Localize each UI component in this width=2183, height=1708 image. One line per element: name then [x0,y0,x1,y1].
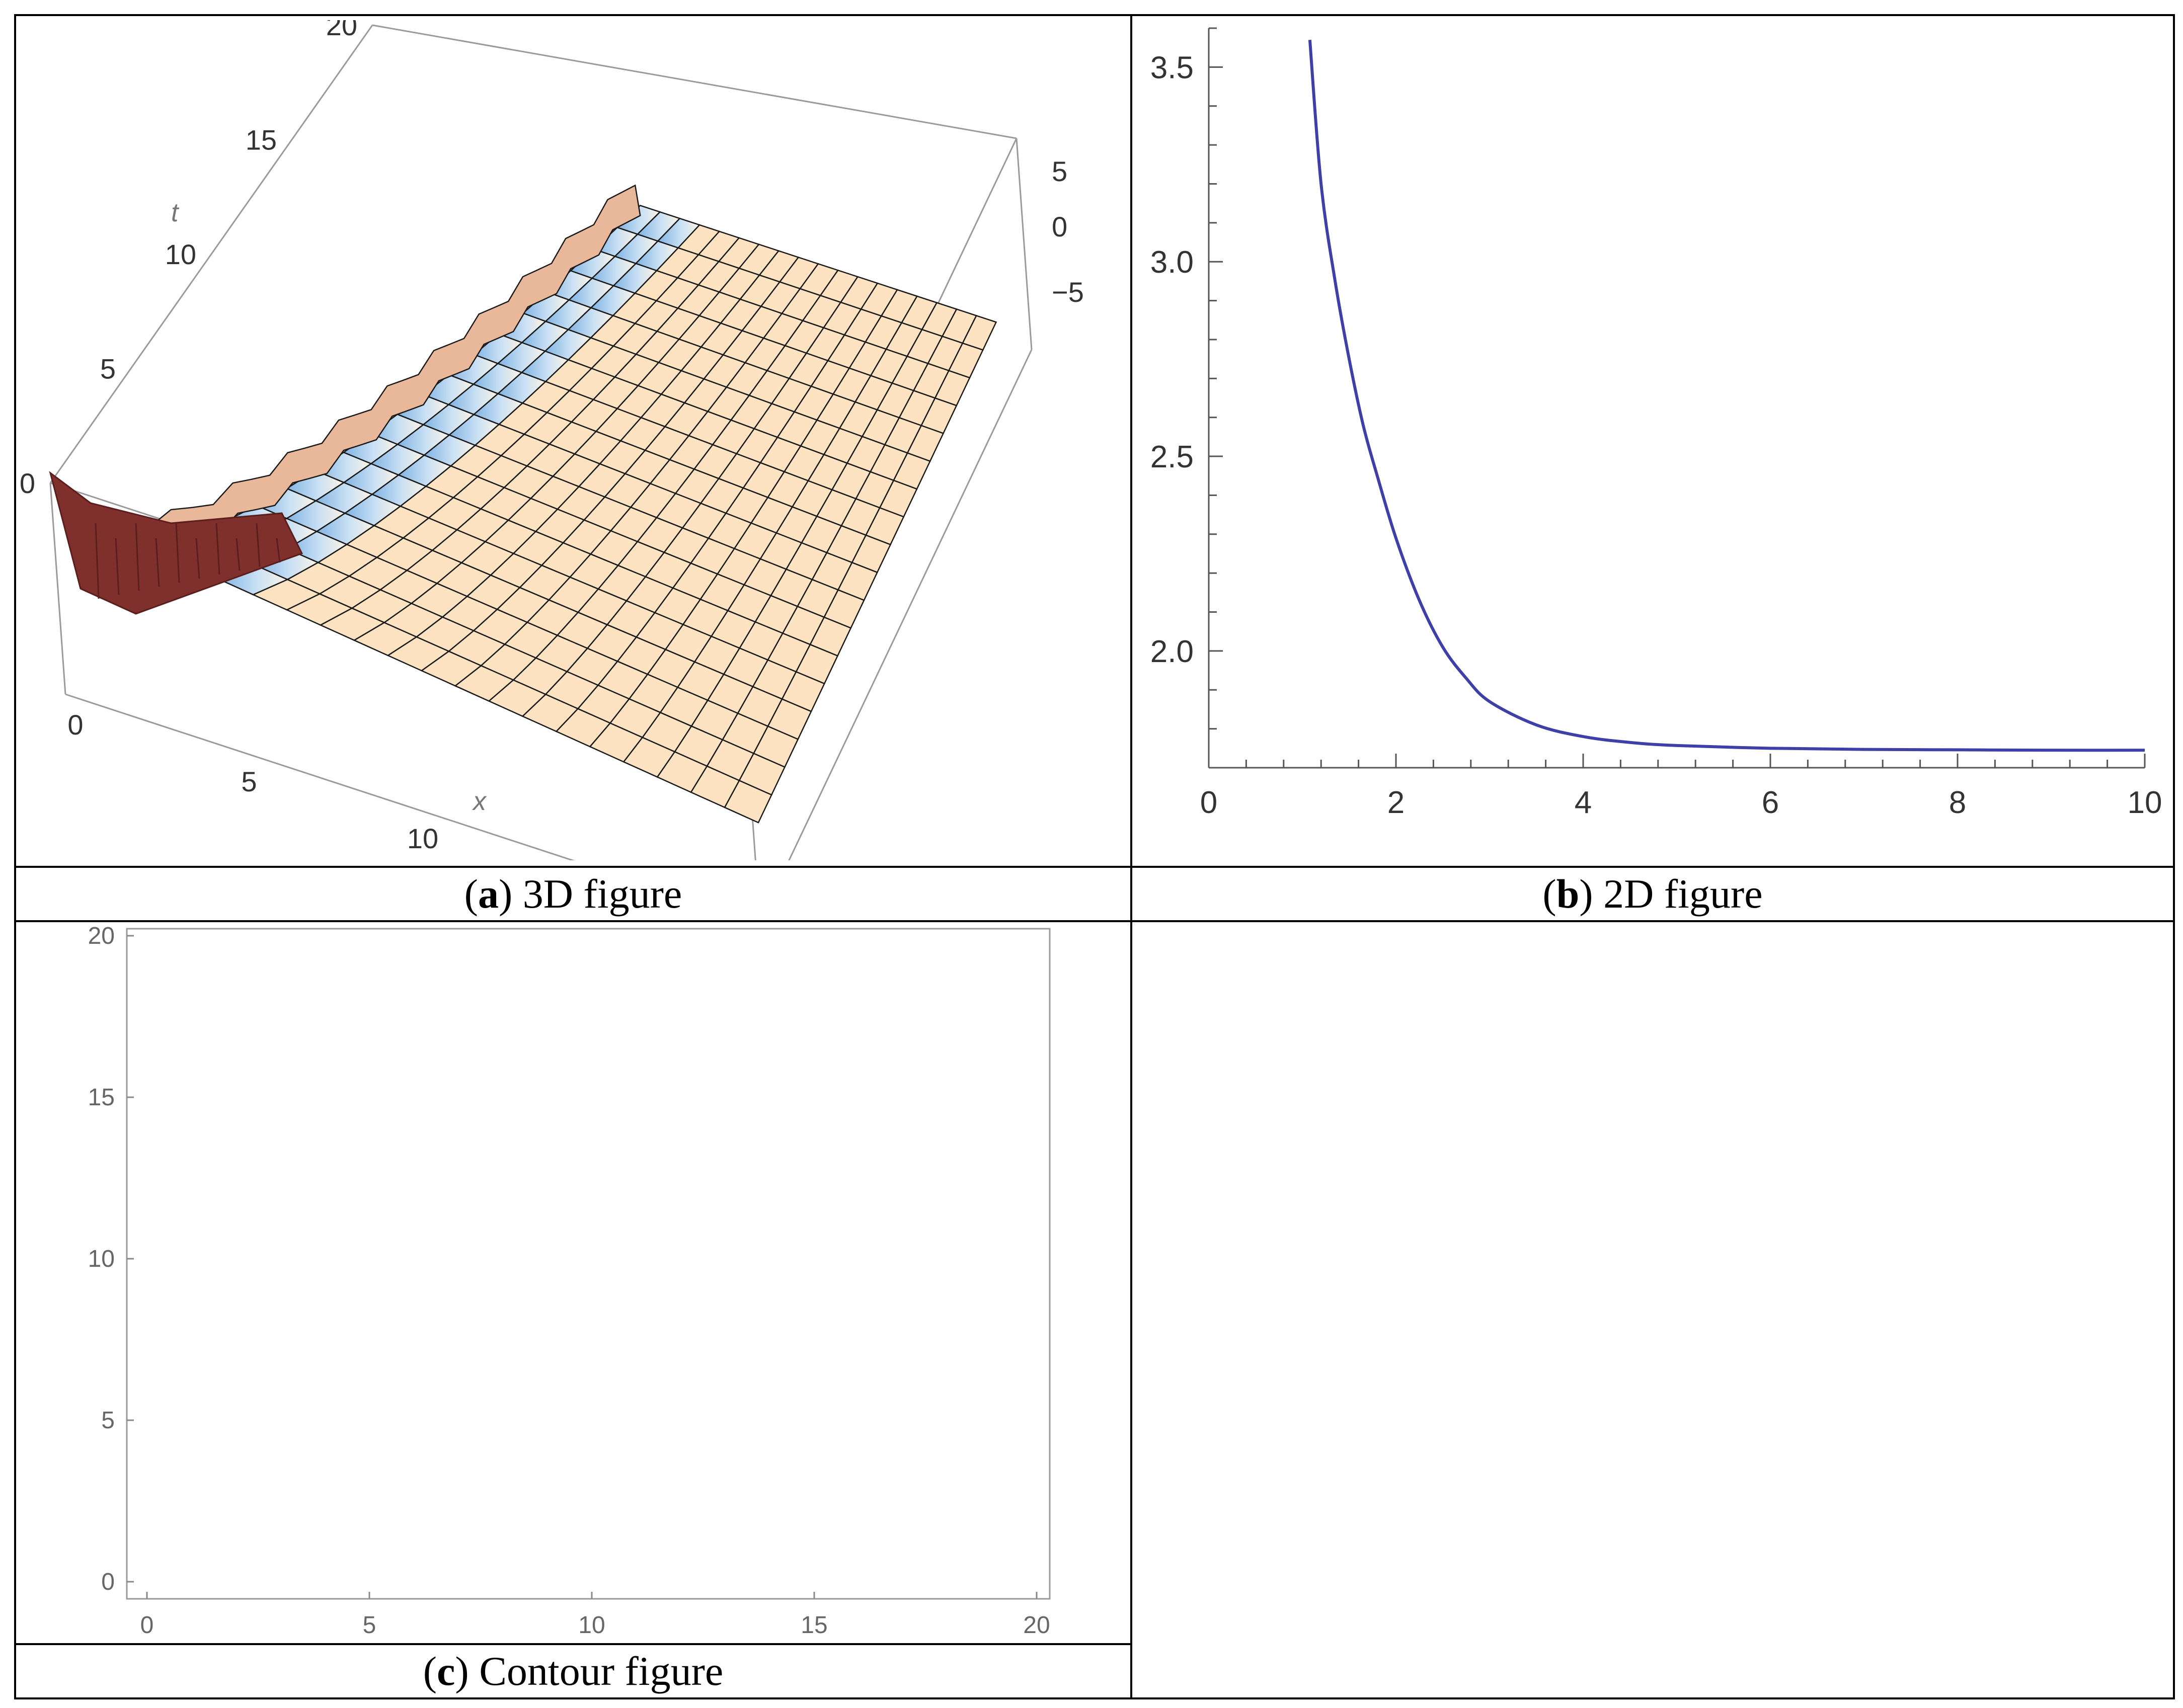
box-edge [49,482,66,695]
x-tick-label: 10 [2128,785,2162,820]
t-tick-label: 5 [100,353,116,385]
x-tick-label: 0 [67,709,83,741]
t-tick-label: 20 [326,20,357,41]
x-tick-label: 2 [1387,785,1405,820]
box-edge [65,693,575,860]
y-tick-label: 10 [88,1246,115,1272]
x-axis-label: x [472,787,487,816]
t-tick-label: 0 [20,467,35,499]
trough-spike [155,538,160,587]
plot-frame [126,928,1051,1600]
caption-a-text: 3D figure [522,871,682,917]
x-tick-label: 0 [1200,785,1217,820]
caption-a: (a) 3D figure [464,871,682,917]
cell-empty [1130,920,2175,1699]
trough-spike [115,538,120,595]
t-axis-label: t [171,198,180,227]
y-tick-label: 2.0 [1150,634,1194,669]
x-tick-label: 10 [578,1612,605,1639]
box-edge [372,24,1017,139]
trough-spike [95,523,100,599]
contour-chart: 0 5 10 15 20 0 5 10 15 20 [88,924,1051,1639]
trough-spike [135,523,140,591]
caption-b-letter: b [1556,871,1580,917]
x-tick-label: 6 [1762,785,1779,820]
z-tick-label: −5 [1052,276,1084,308]
trough-spike [236,538,241,571]
z-tick-label: 0 [1052,211,1067,242]
y-tick-label: 15 [88,1084,115,1111]
y-tick-label: 0 [101,1569,115,1595]
box-edge [49,25,373,483]
surface-patch [962,314,997,351]
y-tick-label: 3.5 [1150,50,1194,85]
caption-a-letter: a [478,871,499,917]
trough [49,471,303,615]
caption-c-letter: c [437,1648,455,1694]
y-tick-label: 5 [101,1407,115,1434]
x-tick-label: 4 [1575,785,1592,820]
x-tick-label: 5 [241,766,257,797]
y-tick-label: 2.5 [1150,440,1194,474]
z-tick-label: 5 [1052,155,1067,187]
y-tick-label: 20 [88,924,115,949]
trough-spike [175,523,180,583]
caption-b-text: 2D figure [1603,871,1763,917]
trough-spike [195,538,200,579]
series-line [1308,39,2145,752]
trough-spike [276,538,281,563]
t-tick-label: 15 [246,124,277,156]
trough-spike [215,523,220,575]
caption-b: (b) 2D figure [1542,871,1763,917]
x-tick-label: 8 [1949,785,1966,820]
trough-spike [256,523,261,567]
box-edge [1016,138,1033,350]
x-tick-label: 10 [407,823,438,854]
x-tick-label: 5 [363,1612,376,1639]
x-tick-label: 0 [140,1612,154,1639]
box-edge [788,349,1033,860]
t-tick-label: 10 [165,238,196,270]
line-2d-chart: 0 2 4 6 8 10 2.0 2.5 3.0 3.5 [1150,27,2162,820]
surface-3d-chart: 051015200510152050−5xt [20,20,1084,860]
x-tick-label: 20 [1023,1612,1050,1639]
caption-c-text: Contour figure [479,1648,724,1694]
x-tick-label: 15 [801,1612,827,1639]
caption-c: (c) Contour figure [423,1648,724,1694]
y-tick-label: 3.0 [1150,245,1194,280]
